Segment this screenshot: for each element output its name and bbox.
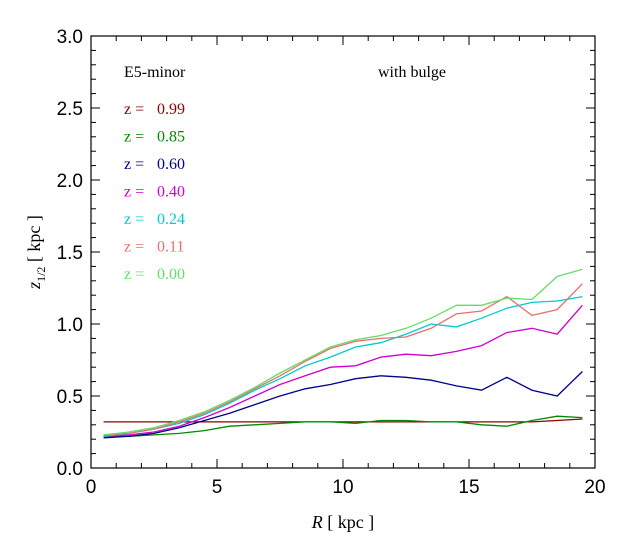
annotation-model: E5-minor (124, 64, 186, 81)
legend-label-prefix: z = (124, 211, 144, 228)
y-tick-label: 2.5 (57, 99, 83, 120)
legend-label-value: 0.11 (157, 239, 184, 256)
series-line (103, 295, 583, 437)
series-line (103, 283, 583, 436)
y-tick-label: 3.0 (57, 27, 83, 48)
annotation-variant: with bulge (378, 64, 446, 81)
y-tick-label: 2.0 (57, 171, 83, 192)
legend-label-value: 0.85 (157, 129, 185, 146)
legend-label-prefix: z = (124, 129, 144, 146)
x-tick-label: 15 (458, 477, 479, 498)
legend-label-value: 0.00 (157, 266, 185, 283)
legend-label-value: 0.99 (157, 101, 185, 118)
x-tick-label: 5 (212, 477, 223, 498)
legend-label-value: 0.40 (157, 184, 185, 201)
series-lines (103, 268, 583, 439)
y-axis-ticks: 0.0 0.5 1.0 1.5 2.0 2.5 3.0 (57, 27, 595, 480)
series-line (103, 268, 583, 436)
series-line (103, 371, 583, 439)
x-tick-label: 20 (584, 477, 605, 498)
x-tick-label: 0 (86, 477, 97, 498)
y-tick-label: 1.0 (57, 315, 83, 336)
x-tick-label: 10 (332, 477, 353, 498)
y-tick-label: 0.5 (57, 387, 83, 408)
legend-label-prefix: z = (124, 184, 144, 201)
series-line (103, 304, 583, 437)
legend-label-prefix: z = (124, 156, 144, 173)
legend: z = 0.99 z = 0.85 z = 0.60 z = 0.40 z = 0.24 z = 0.… (124, 101, 185, 283)
x-axis-label: R [ kpc ] (311, 512, 374, 532)
y-tick-label: 0.0 (57, 459, 83, 480)
legend-label-prefix: z = (124, 101, 144, 118)
legend-label-value: 0.60 (157, 156, 185, 173)
x-axis-ticks: 0 5 10 15 20 (86, 36, 606, 498)
legend-label-prefix: z = (124, 239, 144, 256)
y-axis-label: z1/2 [ kpc ] (24, 215, 48, 290)
legend-label-prefix: z = (124, 266, 144, 283)
series-line (103, 415, 583, 437)
y-tick-label: 1.5 (57, 243, 83, 264)
legend-label-value: 0.24 (157, 211, 185, 228)
